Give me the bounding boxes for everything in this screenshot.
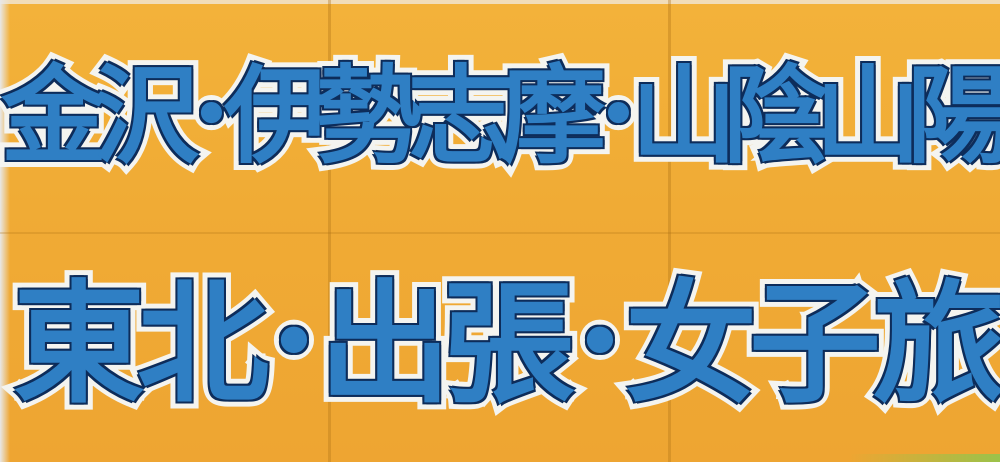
sign-left-edge (0, 0, 10, 462)
paper-fold (0, 232, 1000, 234)
paper-seam (668, 0, 671, 462)
sign-line-destinations: 金沢･伊勢志摩･山陰山陽 (0, 48, 1000, 185)
sign-line-categories: 東北･出張･女子旅 (6, 261, 1000, 429)
sign-top-edge (0, 0, 1000, 4)
corner-strip (850, 454, 1000, 462)
paper-seam (328, 0, 331, 462)
